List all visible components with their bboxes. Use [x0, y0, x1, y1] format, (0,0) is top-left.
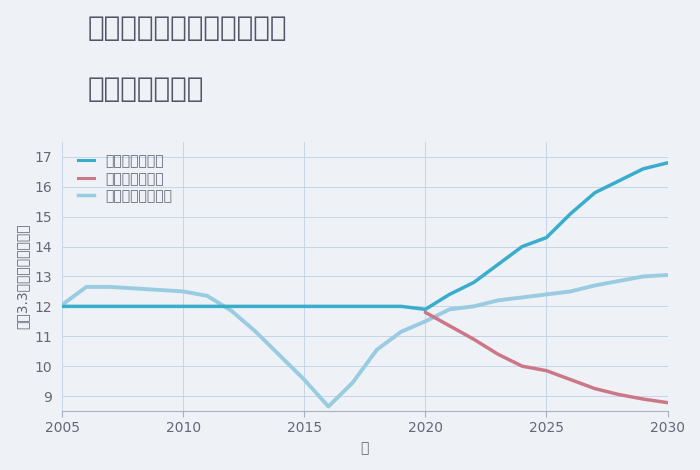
バッドシナリオ	[518, 363, 526, 369]
グッドシナリオ	[228, 304, 236, 309]
X-axis label: 年: 年	[360, 441, 369, 455]
ノーマルシナリオ	[130, 286, 139, 291]
バッドシナリオ	[591, 386, 599, 392]
ノーマルシナリオ	[615, 278, 623, 284]
グッドシナリオ	[155, 304, 163, 309]
ノーマルシナリオ	[591, 282, 599, 288]
グッドシナリオ	[372, 304, 381, 309]
Y-axis label: 坪（3.3㎡）単価（万円）: 坪（3.3㎡）単価（万円）	[15, 224, 29, 329]
グッドシナリオ	[300, 304, 309, 309]
ノーマルシナリオ	[494, 298, 502, 303]
グッドシナリオ	[324, 304, 332, 309]
グッドシナリオ	[82, 304, 90, 309]
バッドシナリオ	[494, 352, 502, 357]
ノーマルシナリオ	[397, 329, 405, 335]
グッドシナリオ	[470, 280, 478, 285]
Text: 兵庫県丹波市春日町平松の: 兵庫県丹波市春日町平松の	[88, 14, 287, 42]
グッドシナリオ	[664, 160, 672, 165]
Legend: グッドシナリオ, バッドシナリオ, ノーマルシナリオ: グッドシナリオ, バッドシナリオ, ノーマルシナリオ	[75, 151, 176, 206]
グッドシナリオ	[615, 178, 623, 184]
グッドシナリオ	[203, 304, 211, 309]
ノーマルシナリオ	[300, 377, 309, 383]
グッドシナリオ	[397, 304, 405, 309]
ノーマルシナリオ	[82, 284, 90, 290]
ノーマルシナリオ	[372, 347, 381, 352]
グッドシナリオ	[251, 304, 260, 309]
ノーマルシナリオ	[470, 304, 478, 309]
ノーマルシナリオ	[155, 287, 163, 293]
バッドシナリオ	[615, 392, 623, 398]
グッドシナリオ	[445, 291, 454, 297]
バッドシナリオ	[664, 400, 672, 406]
ノーマルシナリオ	[203, 293, 211, 299]
バッドシナリオ	[542, 368, 551, 374]
グッドシナリオ	[421, 306, 430, 312]
ノーマルシナリオ	[228, 308, 236, 313]
Line: ノーマルシナリオ: ノーマルシナリオ	[62, 275, 668, 407]
グッドシナリオ	[58, 304, 66, 309]
グッドシナリオ	[639, 166, 648, 172]
グッドシナリオ	[276, 304, 284, 309]
グッドシナリオ	[349, 304, 357, 309]
グッドシナリオ	[542, 235, 551, 241]
グッドシナリオ	[591, 190, 599, 196]
ノーマルシナリオ	[445, 306, 454, 312]
ノーマルシナリオ	[251, 329, 260, 335]
バッドシナリオ	[445, 323, 454, 329]
ノーマルシナリオ	[566, 289, 575, 294]
ノーマルシナリオ	[58, 302, 66, 308]
バッドシナリオ	[470, 337, 478, 342]
グッドシナリオ	[518, 244, 526, 250]
グッドシナリオ	[494, 262, 502, 267]
Line: バッドシナリオ: バッドシナリオ	[426, 313, 668, 403]
グッドシナリオ	[566, 211, 575, 217]
ノーマルシナリオ	[106, 284, 115, 290]
ノーマルシナリオ	[639, 274, 648, 279]
ノーマルシナリオ	[518, 295, 526, 300]
ノーマルシナリオ	[276, 353, 284, 359]
ノーマルシナリオ	[542, 291, 551, 297]
バッドシナリオ	[421, 310, 430, 315]
グッドシナリオ	[106, 304, 115, 309]
Text: 土地の価格推移: 土地の価格推移	[88, 75, 204, 103]
バッドシナリオ	[639, 396, 648, 402]
ノーマルシナリオ	[179, 289, 188, 294]
ノーマルシナリオ	[421, 319, 430, 324]
バッドシナリオ	[566, 377, 575, 383]
グッドシナリオ	[179, 304, 188, 309]
ノーマルシナリオ	[664, 272, 672, 278]
ノーマルシナリオ	[349, 380, 357, 385]
グッドシナリオ	[130, 304, 139, 309]
Line: グッドシナリオ: グッドシナリオ	[62, 163, 668, 309]
ノーマルシナリオ	[324, 404, 332, 409]
